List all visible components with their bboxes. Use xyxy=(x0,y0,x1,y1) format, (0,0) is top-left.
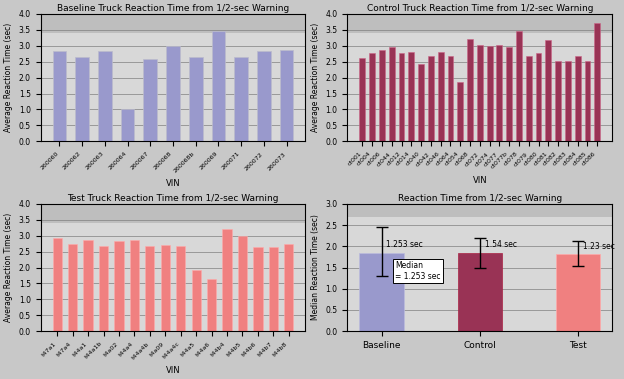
Bar xyxy=(359,253,404,331)
Bar xyxy=(192,270,201,331)
Bar xyxy=(166,46,180,141)
Bar xyxy=(457,82,463,141)
Y-axis label: Average Reaction Time (sec): Average Reaction Time (sec) xyxy=(4,23,13,132)
Bar xyxy=(594,23,600,141)
Bar xyxy=(555,61,561,141)
Bar xyxy=(222,229,232,331)
Y-axis label: Median Reaction Time (sec): Median Reaction Time (sec) xyxy=(311,215,320,321)
Bar xyxy=(207,279,216,331)
Bar xyxy=(280,50,293,141)
Bar xyxy=(212,31,225,141)
Bar xyxy=(526,56,532,141)
Bar xyxy=(189,57,203,141)
Bar xyxy=(348,14,612,33)
Bar xyxy=(369,53,375,141)
Bar xyxy=(41,204,305,223)
Bar xyxy=(497,45,502,141)
Bar xyxy=(160,245,170,331)
Bar xyxy=(535,53,542,141)
Bar xyxy=(408,52,414,141)
X-axis label: VIN: VIN xyxy=(166,180,180,188)
Bar xyxy=(545,40,551,141)
Text: 1.23 sec: 1.23 sec xyxy=(583,241,615,251)
Bar xyxy=(379,50,385,141)
Bar xyxy=(389,47,394,141)
Bar xyxy=(418,64,424,141)
Bar xyxy=(428,56,434,141)
X-axis label: VIN: VIN xyxy=(166,366,180,375)
Bar xyxy=(52,238,62,331)
Bar xyxy=(457,253,502,331)
Bar xyxy=(257,51,271,141)
Bar xyxy=(114,241,124,331)
Text: 1.54 sec: 1.54 sec xyxy=(485,240,517,249)
Title: Reaction Time from 1/2-sec Warning: Reaction Time from 1/2-sec Warning xyxy=(397,194,562,203)
Bar xyxy=(477,45,483,141)
Bar xyxy=(76,57,89,141)
Bar xyxy=(41,14,305,33)
Bar xyxy=(447,56,454,141)
Bar xyxy=(467,39,473,141)
Bar xyxy=(145,246,155,331)
Bar xyxy=(176,246,185,331)
Text: 1.253 sec: 1.253 sec xyxy=(386,240,423,249)
Bar xyxy=(253,247,263,331)
X-axis label: VIN: VIN xyxy=(472,175,487,185)
Bar xyxy=(585,61,590,141)
Bar xyxy=(284,244,293,331)
Bar xyxy=(238,236,247,331)
Bar xyxy=(556,254,600,331)
Y-axis label: Average Reaction Time (sec): Average Reaction Time (sec) xyxy=(311,23,320,132)
Bar xyxy=(235,57,248,141)
Y-axis label: Average Reaction Time (sec): Average Reaction Time (sec) xyxy=(4,213,13,322)
Bar xyxy=(269,247,278,331)
Bar xyxy=(84,240,93,331)
Bar xyxy=(516,31,522,141)
Bar xyxy=(487,46,492,141)
Bar xyxy=(506,47,512,141)
Bar xyxy=(359,58,365,141)
Bar xyxy=(144,58,157,141)
Bar xyxy=(348,204,612,216)
Text: Median
= 1.253 sec: Median = 1.253 sec xyxy=(395,261,441,280)
Title: Baseline Truck Reaction Time from 1/2-sec Warning: Baseline Truck Reaction Time from 1/2-se… xyxy=(57,4,289,13)
Title: Test Truck Reaction Time from 1/2-sec Warning: Test Truck Reaction Time from 1/2-sec Wa… xyxy=(67,194,279,203)
Bar xyxy=(52,51,66,141)
Bar xyxy=(68,244,77,331)
Bar xyxy=(575,56,580,141)
Bar xyxy=(437,52,444,141)
Bar xyxy=(121,110,134,141)
Bar xyxy=(399,53,404,141)
Bar xyxy=(99,246,108,331)
Bar xyxy=(98,51,112,141)
Bar xyxy=(130,240,139,331)
Bar xyxy=(565,61,571,141)
Title: Control Truck Reaction Time from 1/2-sec Warning: Control Truck Reaction Time from 1/2-sec… xyxy=(366,4,593,13)
